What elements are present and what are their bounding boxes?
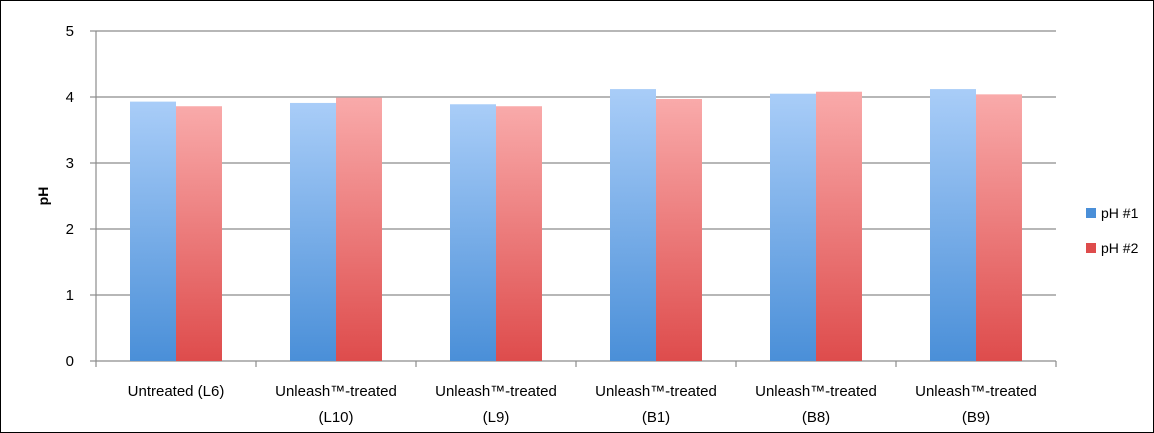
y-tick-label: 5 xyxy=(66,23,74,40)
y-tick-labels: 0 1 2 3 4 5 xyxy=(66,23,74,370)
y-tick-label: 1 xyxy=(66,287,74,304)
legend: pH #1 pH #2 xyxy=(1086,205,1139,256)
x-tick-label: Unleash™-treated xyxy=(435,383,557,400)
x-tick-label: Untreated (L6) xyxy=(128,383,225,400)
y-tick-label: 0 xyxy=(66,353,74,370)
bar-1-1 xyxy=(130,101,176,362)
x-tick-label: (L10) xyxy=(318,409,353,426)
y-tick-label: 2 xyxy=(66,221,74,238)
y-axis-title: pH xyxy=(35,187,51,206)
bar-2-5 xyxy=(816,91,862,361)
bar-1-3 xyxy=(450,104,496,361)
x-tick-label: Unleash™-treated xyxy=(595,383,717,400)
bar-2-2 xyxy=(336,97,382,361)
y-tick-label: 4 xyxy=(66,89,74,106)
legend-label-2: pH #2 xyxy=(1101,240,1139,256)
x-tick-label: Unleash™-treated xyxy=(915,383,1037,400)
x-tick-label: (B9) xyxy=(962,409,990,426)
x-tick-label: (L9) xyxy=(483,409,510,426)
bar-1-2 xyxy=(290,102,336,361)
legend-swatch-2 xyxy=(1086,243,1096,253)
bars xyxy=(130,89,1022,362)
bar-1-5 xyxy=(770,93,816,361)
x-tick-label: Unleash™-treated xyxy=(275,383,397,400)
x-tick-labels: Untreated (L6) Unleash™-treated (L10) Unlea… xyxy=(128,383,1037,426)
legend-label-1: pH #1 xyxy=(1101,205,1139,221)
x-tick-label: (B1) xyxy=(642,409,670,426)
bar-1-4 xyxy=(610,89,656,361)
bar-2-1 xyxy=(176,106,222,362)
bar-2-6 xyxy=(976,94,1022,362)
axes xyxy=(90,30,1057,367)
x-tick-label: Unleash™-treated xyxy=(755,383,877,400)
bar-2-3 xyxy=(496,106,542,362)
legend-swatch-1 xyxy=(1086,208,1096,218)
bar-1-6 xyxy=(930,89,976,361)
grid-lines xyxy=(96,30,1056,296)
x-tick-label: (B8) xyxy=(802,409,830,426)
y-tick-label: 3 xyxy=(66,155,74,172)
bar-2-4 xyxy=(656,98,702,361)
